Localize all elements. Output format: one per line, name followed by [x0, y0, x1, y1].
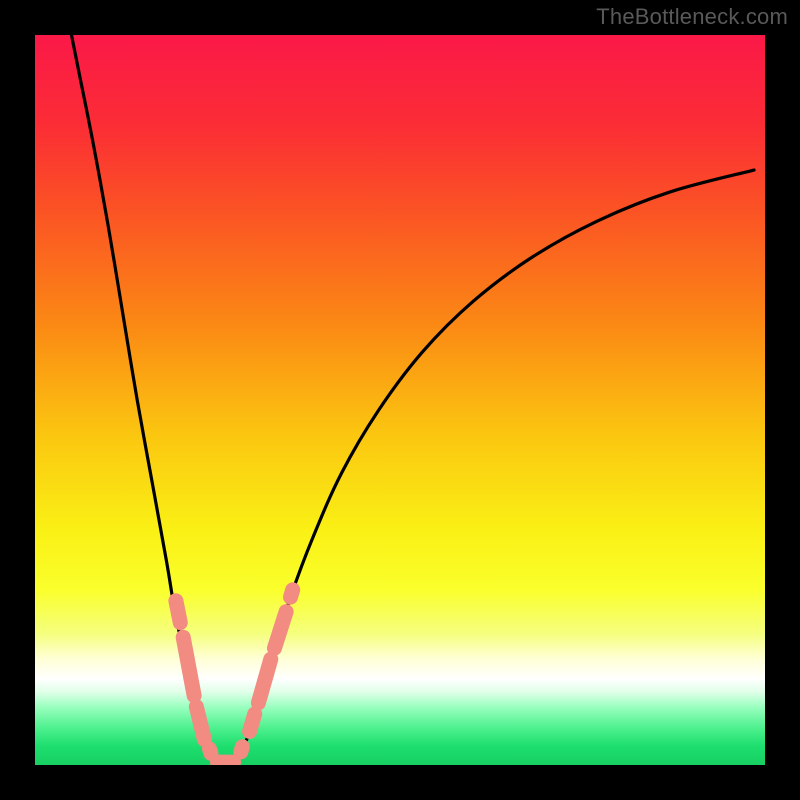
plot-background — [35, 35, 765, 765]
curve-marker — [196, 707, 204, 740]
chart-stage: TheBottleneck.com — [0, 0, 800, 800]
watermark-text: TheBottleneck.com — [596, 4, 788, 30]
curve-marker — [250, 714, 255, 732]
curve-marker — [209, 749, 210, 753]
curve-marker — [291, 590, 293, 597]
curve-marker — [176, 601, 180, 623]
bottleneck-chart-svg — [0, 0, 800, 800]
curve-marker — [241, 747, 242, 752]
